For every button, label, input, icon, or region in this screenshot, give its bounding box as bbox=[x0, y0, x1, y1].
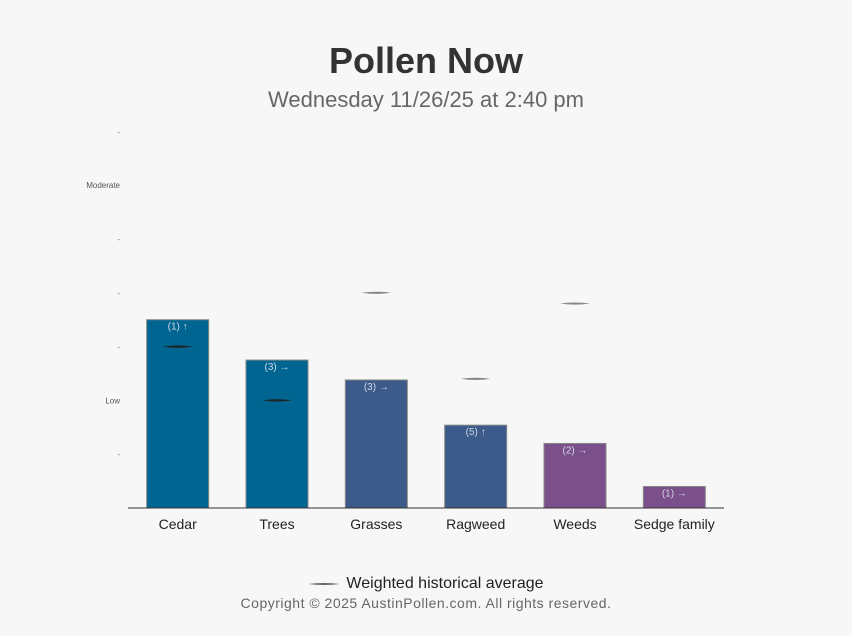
y-tick-label: - bbox=[118, 345, 121, 352]
bar-cedar bbox=[146, 319, 210, 509]
x-tick-label: Trees bbox=[259, 516, 294, 532]
bar-data-label: (3) → bbox=[265, 362, 290, 373]
legend-label: Weighted historical average bbox=[346, 575, 544, 592]
y-tick-label: Moderate bbox=[86, 181, 120, 190]
historical-average-marker bbox=[460, 377, 491, 380]
bar-weeds bbox=[543, 442, 607, 509]
bar-data-label: (5) ↑ bbox=[466, 427, 486, 438]
x-tick-label: Ragweed bbox=[446, 516, 505, 532]
bar-data-label: (1) ↑ bbox=[168, 322, 188, 333]
y-tick-label: - bbox=[118, 291, 121, 298]
bar-trees bbox=[245, 359, 309, 509]
historical-average-marker bbox=[262, 399, 292, 402]
page-title: Pollen Now bbox=[328, 40, 523, 81]
bar-data-label: (3) → bbox=[364, 382, 389, 393]
x-tick-label: Cedar bbox=[159, 516, 197, 532]
y-tick-label: - bbox=[118, 452, 121, 459]
chart-legend[interactable]: Weighted historical average bbox=[0, 575, 852, 593]
y-tick-label: - bbox=[118, 237, 121, 244]
y-tick-label: - bbox=[118, 129, 121, 136]
x-tick-label: Sedge family bbox=[634, 516, 715, 532]
historical-average-marker bbox=[361, 291, 392, 294]
bar-data-label: (2) → bbox=[563, 445, 588, 456]
historical-average-marker bbox=[162, 345, 193, 348]
bar-data-label: (1) → bbox=[662, 488, 687, 499]
y-tick-label: Low bbox=[105, 396, 120, 405]
bar-grasses bbox=[344, 379, 408, 509]
copyright-text: Copyright © 2025 AustinPollen.com. All r… bbox=[240, 595, 612, 611]
page-subtitle: Wednesday 11/26/25 at 2:40 pm bbox=[268, 87, 584, 112]
historical-average-legend-icon bbox=[308, 582, 341, 586]
x-tick-label: Grasses bbox=[350, 516, 402, 532]
historical-average-marker bbox=[560, 302, 590, 305]
x-tick-label: Weeds bbox=[553, 516, 596, 532]
